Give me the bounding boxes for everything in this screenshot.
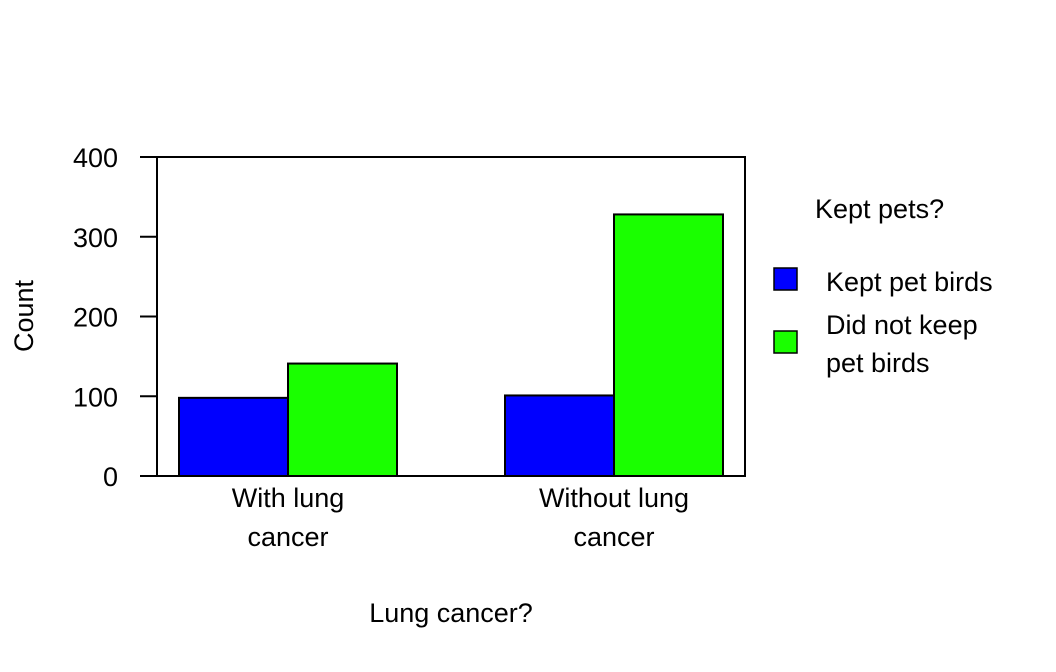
x-category-label: With lung [232,483,345,513]
y-axis: 0 100 200 300 400 [73,143,157,492]
y-tick-label: 300 [73,223,118,253]
y-tick-label: 400 [73,143,118,173]
y-tick-label: 200 [73,303,118,333]
x-category-label: cancer [247,522,328,552]
bar-kept-pet-birds-without-lung-cancer [504,394,615,478]
legend-swatch-did-not-keep-pet-birds [773,330,798,354]
y-tick-label: 0 [103,462,118,492]
bar-kept-pet-birds-with-lung-cancer [178,396,289,477]
bars-group [178,213,724,478]
legend-swatch-kept-pet-birds [773,267,798,291]
legend: Kept pets? Kept pet birds Did not keep pet… [773,194,993,378]
x-axis: With lung cancer Without lung cancer [232,483,689,552]
legend-label: Did not keep [826,310,978,340]
x-category-label: Without lung [539,483,689,513]
x-axis-title: Lung cancer? [369,598,533,628]
y-axis-title: Count [9,279,39,352]
legend-label: Kept pet birds [826,267,993,297]
bar-did-not-keep-pet-birds-with-lung-cancer [287,362,398,477]
bar-did-not-keep-pet-birds-without-lung-cancer [613,213,724,477]
legend-label: pet birds [826,348,930,378]
y-tick-label: 100 [73,382,118,412]
x-category-label: cancer [573,522,654,552]
legend-title: Kept pets? [815,194,944,224]
